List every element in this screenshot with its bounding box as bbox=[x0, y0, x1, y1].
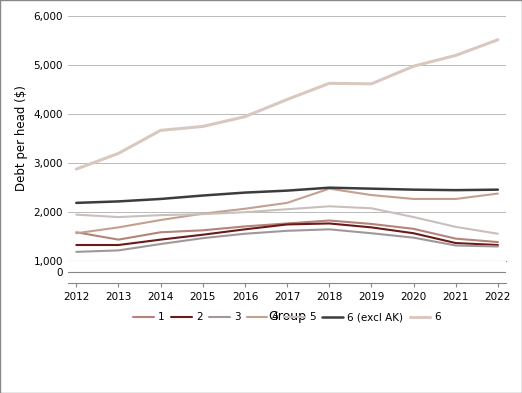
Y-axis label: Debt per head ($): Debt per head ($) bbox=[15, 85, 28, 191]
X-axis label: Group: Group bbox=[268, 310, 306, 323]
Legend: 1, 2, 3, 4, 5, 6 (excl AK), 6: 1, 2, 3, 4, 5, 6 (excl AK), 6 bbox=[129, 308, 445, 327]
